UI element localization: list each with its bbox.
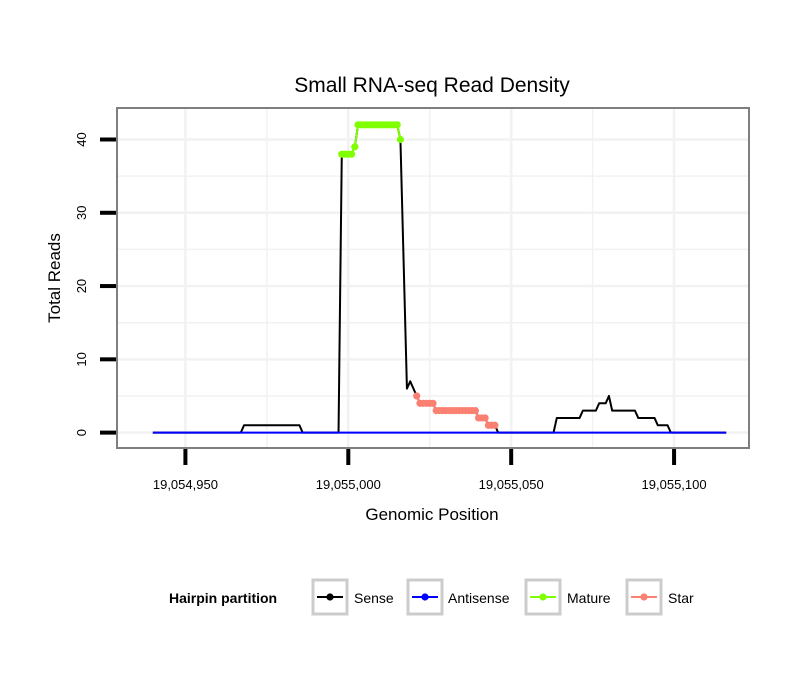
legend: Hairpin partition Sense Antisense Mature St…: [169, 578, 694, 616]
y-tick-label: 40: [74, 132, 89, 146]
legend-label-antisense: Antisense: [448, 590, 510, 606]
y-axis-title: Total Reads: [45, 233, 64, 323]
x-tick-label: 19,055,100: [642, 477, 707, 492]
axes: 19,054,950 19,055,000 19,055,050 19,055,100…: [74, 132, 707, 492]
x-axis-title: Genomic Position: [365, 505, 498, 524]
legend-swatch-point-star: [640, 593, 648, 601]
legend-label-star: Star: [668, 590, 694, 606]
legend-title: Hairpin partition: [169, 590, 277, 606]
star-point: [481, 414, 489, 422]
mature-point: [393, 121, 401, 129]
mature-point: [396, 135, 405, 144]
star-point: [429, 399, 437, 407]
y-tick-label: 20: [74, 279, 89, 293]
y-tick-label: 10: [74, 352, 89, 366]
legend-swatch-point-mature: [539, 593, 547, 601]
y-tick-label: 0: [74, 429, 89, 436]
x-tick-label: 19,055,000: [316, 477, 381, 492]
legend-label-mature: Mature: [567, 590, 611, 606]
star-point: [413, 392, 421, 400]
x-tick-label: 19,054,950: [153, 477, 218, 492]
star-point: [491, 421, 499, 429]
data-series: [152, 121, 727, 434]
chart-title: Small RNA-seq Read Density: [294, 74, 570, 97]
mature-point: [347, 150, 356, 158]
legend-swatch-point-sense: [326, 593, 334, 601]
plot-panel-border: [116, 107, 750, 449]
legend-swatch-point-antisense: [421, 593, 429, 601]
legend-label-sense: Sense: [354, 590, 394, 606]
mature-point: [351, 143, 359, 151]
y-tick-label: 30: [74, 206, 89, 220]
x-tick-label: 19,055,050: [479, 477, 544, 492]
star-point: [471, 407, 479, 415]
